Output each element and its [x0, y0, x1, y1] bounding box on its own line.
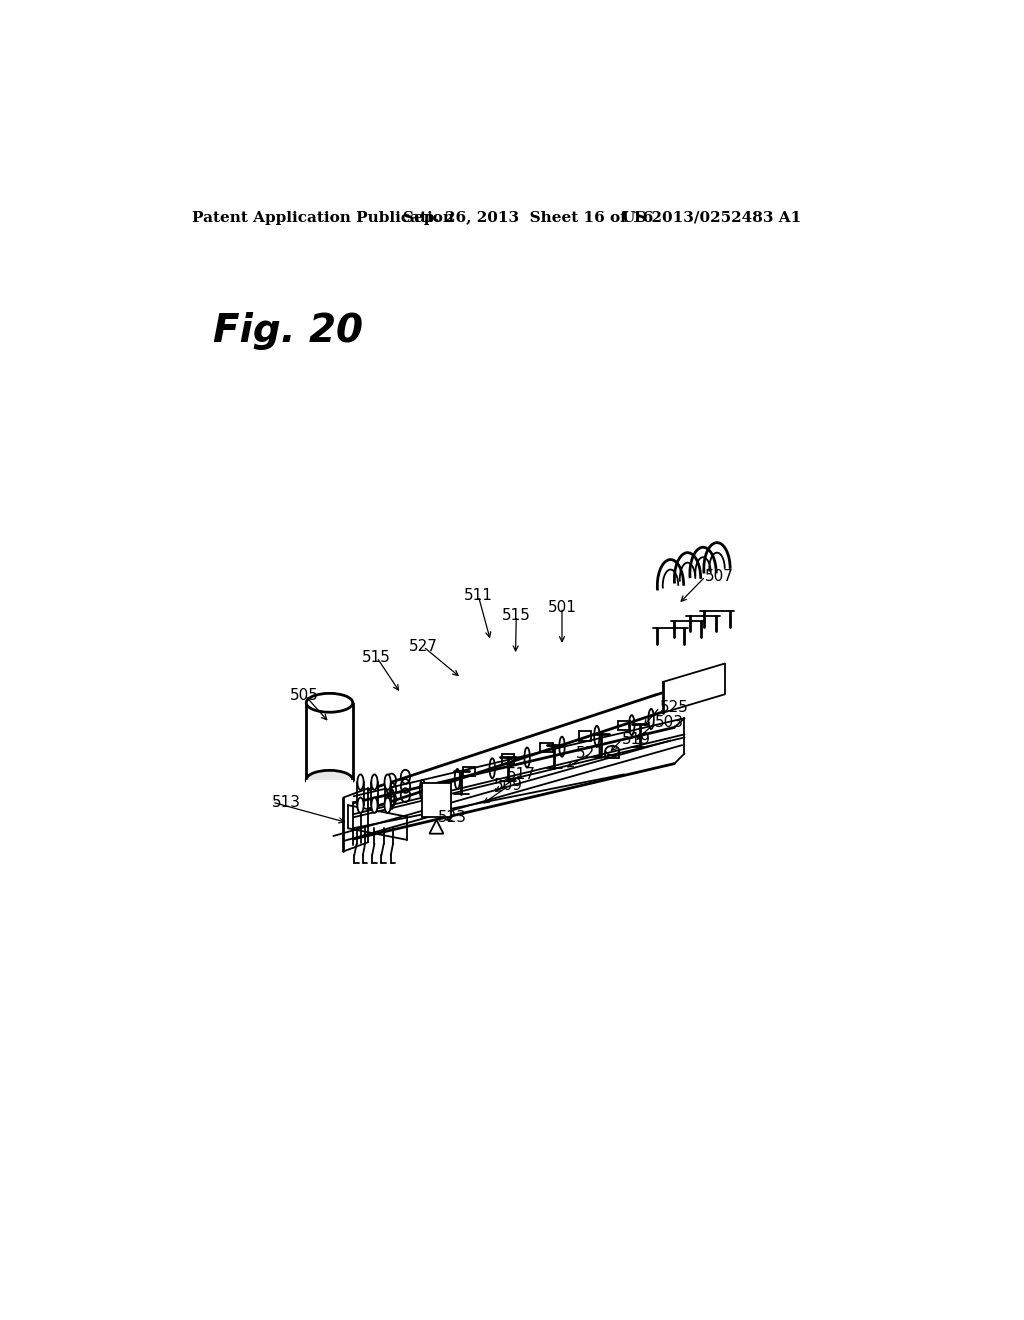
Ellipse shape	[357, 797, 364, 813]
Ellipse shape	[357, 775, 364, 789]
Text: 523: 523	[438, 810, 467, 825]
Ellipse shape	[385, 797, 391, 813]
Text: 501: 501	[548, 599, 577, 615]
Ellipse shape	[385, 775, 391, 789]
Ellipse shape	[372, 775, 378, 789]
Text: 511: 511	[464, 589, 493, 603]
Text: 505: 505	[290, 688, 319, 702]
Text: 513: 513	[272, 795, 301, 809]
Text: 509: 509	[494, 779, 523, 793]
Ellipse shape	[306, 771, 352, 789]
Text: 517: 517	[507, 767, 537, 781]
Text: 519: 519	[622, 733, 650, 747]
Text: 515: 515	[502, 609, 530, 623]
Text: 527: 527	[409, 639, 437, 655]
Text: US 2013/0252483 A1: US 2013/0252483 A1	[623, 211, 802, 224]
Text: Fig. 20: Fig. 20	[213, 313, 364, 350]
Text: 515: 515	[362, 649, 391, 665]
Ellipse shape	[306, 693, 352, 713]
Bar	[422, 783, 452, 817]
Bar	[306, 780, 352, 857]
Text: 525: 525	[659, 700, 688, 715]
Text: Sep. 26, 2013  Sheet 16 of 16: Sep. 26, 2013 Sheet 16 of 16	[403, 211, 653, 224]
Text: 507: 507	[706, 569, 734, 583]
Text: 503: 503	[655, 715, 684, 730]
Ellipse shape	[605, 746, 620, 755]
Ellipse shape	[372, 797, 378, 813]
Text: Patent Application Publication: Patent Application Publication	[191, 211, 454, 224]
Text: 521: 521	[575, 746, 604, 762]
